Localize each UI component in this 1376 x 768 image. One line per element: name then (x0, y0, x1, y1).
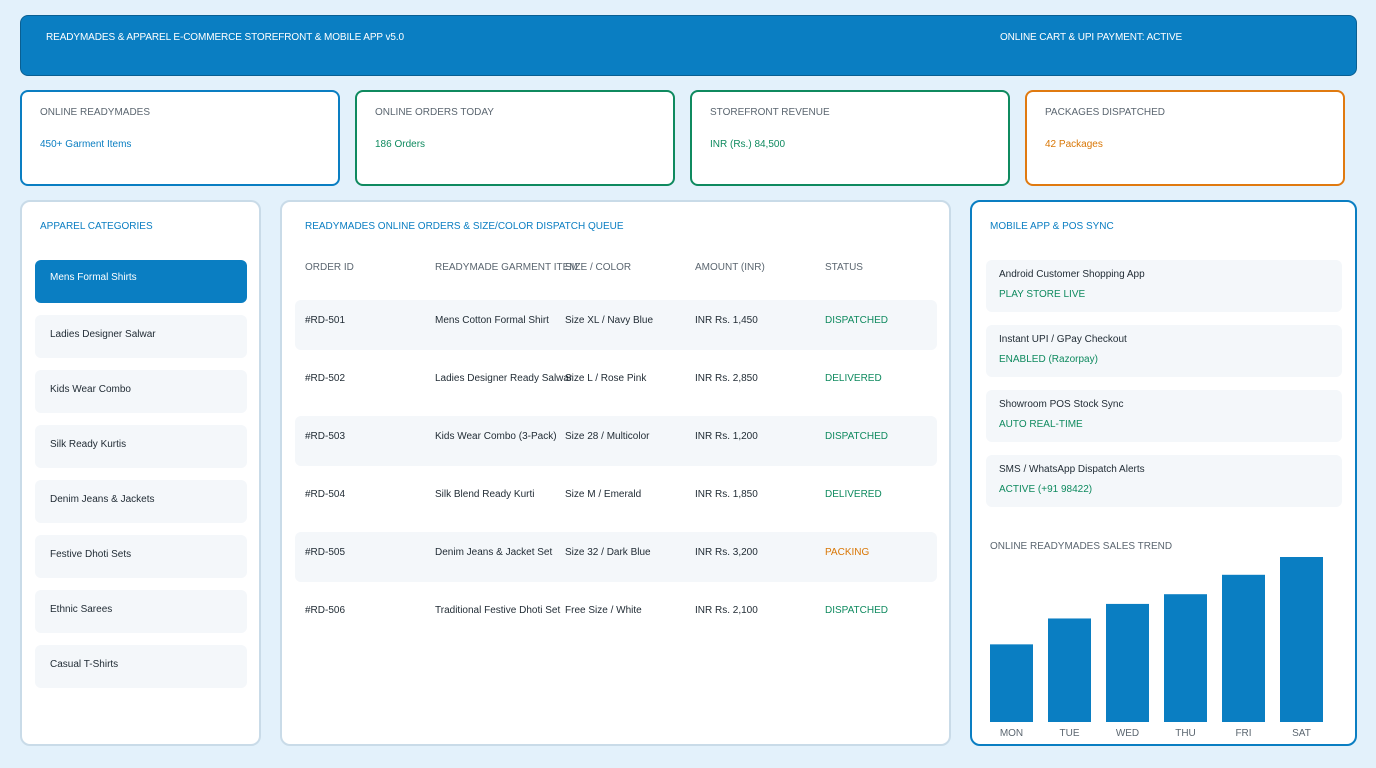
orders-panel: READYMADES ONLINE ORDERS & SIZE/COLOR DI… (280, 200, 951, 746)
bar-sat (1280, 557, 1323, 722)
kpi-storefront-revenue: STOREFRONT REVENUE INR (Rs.) 84,500 (690, 90, 1010, 186)
bar-fri (1222, 574, 1265, 722)
kpi-packages-dispatched: PACKAGES DISPATCHED 42 Packages (1025, 90, 1345, 186)
order-status: DELIVERED (825, 373, 882, 384)
order-item: Ladies Designer Ready Salwar (435, 373, 573, 384)
kpi-label: PACKAGES DISPATCHED (1045, 107, 1166, 118)
sync-item-title: Android Customer Shopping App (999, 269, 1145, 280)
sync-item-dispatch-alerts: SMS / WhatsApp Dispatch Alerts ACTIVE (+… (986, 455, 1342, 507)
app-header: READYMADES & APPAREL E-COMMERCE STOREFRO… (20, 15, 1357, 76)
table-row[interactable]: #RD-505 Denim Jeans & Jacket Set Size 32… (295, 532, 937, 582)
order-amount: INR Rs. 3,200 (695, 547, 758, 558)
column-header-size-color: SIZE / COLOR (565, 262, 632, 273)
kpi-value: 42 Packages (1045, 139, 1103, 150)
table-row[interactable]: #RD-502 Ladies Designer Ready Salwar Siz… (295, 358, 937, 408)
sync-title: MOBILE APP & POS SYNC (990, 221, 1114, 232)
order-id: #RD-501 (305, 315, 346, 326)
sync-item-status: AUTO REAL-TIME (999, 419, 1083, 430)
payment-status: ONLINE CART & UPI PAYMENT: ACTIVE (1000, 32, 1183, 43)
tick-label-thu: THU (1175, 728, 1196, 739)
category-denim-jeans-jackets[interactable]: Denim Jeans & Jackets (35, 480, 247, 523)
kpi-online-readymades: ONLINE READYMADES 450+ Garment Items (20, 90, 340, 186)
order-size-color: Size 32 / Dark Blue (565, 547, 651, 558)
order-item: Denim Jeans & Jacket Set (435, 547, 553, 558)
order-id: #RD-504 (305, 489, 346, 500)
sync-item-upi-checkout: Instant UPI / GPay Checkout ENABLED (Raz… (986, 325, 1342, 377)
order-id: #RD-502 (305, 373, 346, 384)
sales-trend-title: ONLINE READYMADES SALES TREND (990, 541, 1173, 552)
kpi-label: ONLINE ORDERS TODAY (375, 107, 494, 118)
bar-thu (1164, 594, 1207, 722)
bar-tue (1048, 618, 1091, 722)
sync-panel: MOBILE APP & POS SYNC Android Customer S… (970, 200, 1357, 746)
order-size-color: Size XL / Navy Blue (565, 315, 654, 326)
order-amount: INR Rs. 1,850 (695, 489, 758, 500)
categories-panel: APPAREL CATEGORIES Mens Formal Shirts La… (20, 200, 261, 746)
order-size-color: Size L / Rose Pink (565, 373, 647, 384)
order-status: DISPATCHED (825, 315, 888, 326)
sync-item-pos-stock: Showroom POS Stock Sync AUTO REAL-TIME (986, 390, 1342, 442)
category-festive-dhoti-sets[interactable]: Festive Dhoti Sets (35, 535, 247, 578)
order-status: DISPATCHED (825, 605, 888, 616)
category-ethnic-sarees[interactable]: Ethnic Sarees (35, 590, 247, 633)
sync-item-android-app: Android Customer Shopping App PLAY STORE… (986, 260, 1342, 312)
sync-item-title: Instant UPI / GPay Checkout (999, 334, 1127, 345)
order-amount: INR Rs. 1,200 (695, 431, 758, 442)
category-ladies-designer-salwar[interactable]: Ladies Designer Salwar (35, 315, 247, 358)
bar-wed (1106, 603, 1149, 722)
tick-label-tue: TUE (1060, 728, 1080, 739)
column-header-order-id: ORDER ID (305, 262, 354, 273)
tick-label-sat: SAT (1292, 728, 1311, 739)
orders-title: READYMADES ONLINE ORDERS & SIZE/COLOR DI… (305, 221, 624, 232)
order-item: Silk Blend Ready Kurti (435, 489, 535, 500)
order-id: #RD-503 (305, 431, 346, 442)
order-id: #RD-505 (305, 547, 346, 558)
order-id: #RD-506 (305, 605, 346, 616)
tick-label-mon: MON (1000, 728, 1023, 739)
app-title: READYMADES & APPAREL E-COMMERCE STOREFRO… (46, 32, 404, 43)
table-row[interactable]: #RD-501 Mens Cotton Formal Shirt Size XL… (295, 300, 937, 350)
sync-item-title: SMS / WhatsApp Dispatch Alerts (999, 464, 1145, 475)
bar-mon (990, 644, 1033, 722)
category-kids-wear-combo[interactable]: Kids Wear Combo (35, 370, 247, 413)
sync-item-title: Showroom POS Stock Sync (999, 399, 1124, 410)
order-size-color: Size 28 / Multicolor (565, 431, 650, 442)
table-row[interactable]: #RD-504 Silk Blend Ready Kurti Size M / … (295, 474, 937, 524)
order-amount: INR Rs. 2,100 (695, 605, 758, 616)
category-silk-ready-kurtis[interactable]: Silk Ready Kurtis (35, 425, 247, 468)
kpi-label: STOREFRONT REVENUE (710, 107, 830, 118)
kpi-value: INR (Rs.) 84,500 (710, 139, 786, 150)
kpi-value: 186 Orders (375, 139, 426, 150)
kpi-value: 450+ Garment Items (40, 139, 132, 150)
order-status: PACKING (825, 547, 870, 558)
column-header-amount: AMOUNT (INR) (695, 262, 765, 273)
table-row[interactable]: #RD-503 Kids Wear Combo (3-Pack) Size 28… (295, 416, 937, 466)
kpi-online-orders: ONLINE ORDERS TODAY 186 Orders (355, 90, 675, 186)
category-casual-t-shirts[interactable]: Casual T-Shirts (35, 645, 247, 688)
tick-label-fri: FRI (1235, 728, 1251, 739)
sync-item-status: ACTIVE (+91 98422) (999, 484, 1093, 495)
table-row[interactable]: #RD-506 Traditional Festive Dhoti Set Fr… (295, 590, 937, 640)
kpi-label: ONLINE READYMADES (40, 107, 151, 118)
order-amount: INR Rs. 1,450 (695, 315, 758, 326)
order-item: Traditional Festive Dhoti Set (435, 605, 561, 616)
sales-trend-chart: MON TUE WED THU FRI SAT (990, 557, 1323, 739)
order-item: Mens Cotton Formal Shirt (435, 315, 549, 326)
order-status: DISPATCHED (825, 431, 888, 442)
categories-title: APPAREL CATEGORIES (40, 221, 153, 232)
category-mens-formal-shirts[interactable]: Mens Formal Shirts (35, 260, 247, 303)
tick-label-wed: WED (1116, 728, 1139, 739)
order-size-color: Size M / Emerald (565, 489, 642, 500)
order-status: DELIVERED (825, 489, 882, 500)
order-item: Kids Wear Combo (3-Pack) (435, 431, 557, 442)
order-amount: INR Rs. 2,850 (695, 373, 758, 384)
column-header-item: READYMADE GARMENT ITEM (435, 262, 578, 273)
sync-item-status: PLAY STORE LIVE (999, 289, 1086, 300)
column-header-status: STATUS (825, 262, 863, 273)
order-size-color: Free Size / White (565, 605, 642, 616)
sync-item-status: ENABLED (Razorpay) (999, 354, 1098, 365)
